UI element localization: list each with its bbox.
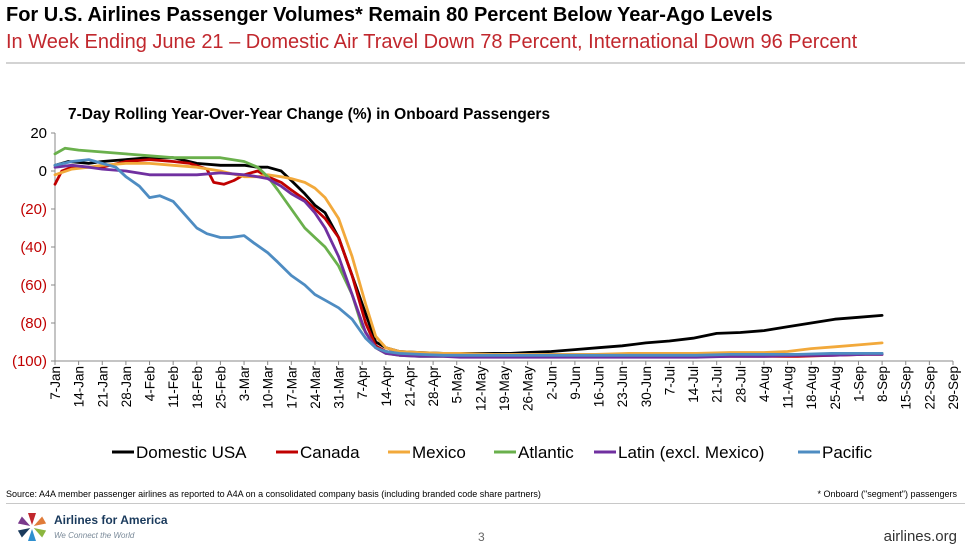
chart-series <box>53 146 884 359</box>
legend-label: Canada <box>300 443 360 462</box>
airlines-for-america-logo-icon <box>17 513 47 541</box>
x-tick-label: 23-Jun <box>615 366 630 407</box>
series-line-canada <box>53 158 884 358</box>
legend-label: Latin (excl. Mexico) <box>618 443 764 462</box>
x-tick-label: 17-Mar <box>284 366 299 409</box>
x-tick-label: 11-Feb <box>166 366 181 408</box>
x-tick-label: 12-May <box>473 366 488 411</box>
x-tick-label: 18-Feb <box>190 366 205 409</box>
x-tick-label: 5-May <box>450 366 465 404</box>
y-tick-label: (60) <box>20 277 47 294</box>
y-tick-label: 20 <box>30 125 47 142</box>
x-tick-label: 18-Aug <box>804 366 819 410</box>
series-line-mexico <box>53 161 884 356</box>
series-line-domestic-usa <box>53 156 884 355</box>
title-divider <box>6 62 965 64</box>
x-tick-label: 4-Feb <box>143 366 158 401</box>
x-tick-label: 16-Jun <box>592 366 607 407</box>
legend-label: Mexico <box>412 443 466 462</box>
x-tick-label: 21-Jan <box>95 366 110 407</box>
x-tick-label: 28-Jul <box>733 366 748 403</box>
footnote: * Onboard ("segment") passengers <box>817 489 957 499</box>
page-number: 3 <box>478 530 485 544</box>
x-tick-label: 28-Apr <box>426 366 441 407</box>
series-line-atlantic <box>53 146 884 358</box>
x-tick-label: 1-Sep <box>851 366 866 402</box>
series-line-pacific <box>53 158 884 357</box>
x-tick-label: 8-Sep <box>875 366 890 402</box>
x-tick-label: 30-Jun <box>639 366 654 407</box>
x-tick-label: 31-Mar <box>332 366 347 409</box>
x-tick-label: 14-Apr <box>379 366 394 407</box>
legend-label: Domestic USA <box>136 443 247 462</box>
source-note: Source: A4A member passenger airlines as… <box>6 489 541 499</box>
y-tick-label: (80) <box>20 315 47 332</box>
y-tick-label: (100) <box>12 353 47 370</box>
x-tick-label: 7-Jan <box>48 366 63 400</box>
x-tick-label: 15-Sep <box>899 366 914 410</box>
passenger-change-chart: 7-Day Rolling Year-Over-Year Change (%) … <box>12 106 961 462</box>
x-tick-label: 14-Jul <box>686 366 701 403</box>
x-tick-label: 7-Apr <box>355 365 370 399</box>
slide-subtitle: In Week Ending June 21 – Domestic Air Tr… <box>6 31 858 53</box>
brand-name: Airlines for America <box>54 513 168 527</box>
y-tick-label: 0 <box>39 163 47 180</box>
site-url: airlines.org <box>883 528 957 545</box>
x-tick-label: 14-Jan <box>72 366 87 407</box>
x-tick-label: 29-Sep <box>946 366 961 410</box>
x-tick-label: 2-Jun <box>544 366 559 400</box>
x-tick-label: 21-Apr <box>402 366 417 407</box>
y-tick-label: (20) <box>20 201 47 218</box>
series-line-latin-excl-mexico <box>53 163 884 359</box>
brand-tagline: We Connect the World <box>54 531 135 540</box>
x-tick-label: 4-Aug <box>757 366 772 402</box>
x-tick-label: 21-Jul <box>710 366 725 403</box>
x-tick-label: 10-Mar <box>261 366 276 409</box>
footer-divider <box>6 503 965 504</box>
x-tick-label: 25-Aug <box>828 366 843 410</box>
legend-label: Pacific <box>822 443 873 462</box>
chart-title: 7-Day Rolling Year-Over-Year Change (%) … <box>68 106 550 123</box>
x-tick-label: 24-Mar <box>308 366 323 409</box>
y-tick-label: (40) <box>20 239 47 256</box>
x-tick-label: 19-May <box>497 366 512 411</box>
slide-title: For U.S. Airlines Passenger Volumes* Rem… <box>6 4 773 26</box>
x-tick-label: 28-Jan <box>119 366 134 407</box>
x-tick-label: 25-Feb <box>213 366 228 409</box>
chart-axes: 20 0 (20) (40) (60) (80) (100)7-Jan 14-Jan 21-Ja… <box>12 125 961 411</box>
x-tick-label: 11-Aug <box>781 366 796 409</box>
x-tick-label: 3-Mar <box>237 366 252 402</box>
legend-label: Atlantic <box>518 443 574 462</box>
x-tick-label: 22-Sep <box>922 366 937 410</box>
x-tick-label: 9-Jun <box>568 366 583 400</box>
x-tick-label: 26-May <box>521 366 536 411</box>
x-tick-label: 7-Jul <box>662 366 677 395</box>
chart-legend: Domestic USA Canada Mexico Atlantic Latin (e… <box>112 443 873 462</box>
